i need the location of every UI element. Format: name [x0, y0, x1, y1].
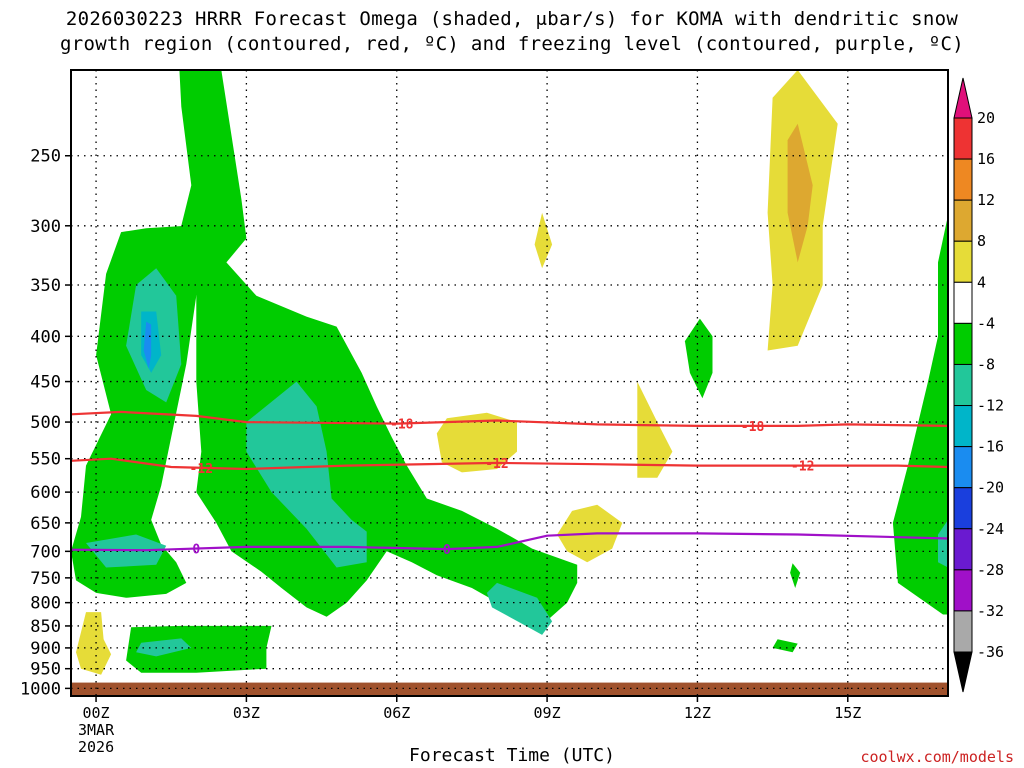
- colorbar-label-12: 12: [977, 191, 995, 209]
- contour-line-minus18: [71, 410, 948, 427]
- ytick-label-300: 300: [30, 217, 61, 237]
- contour-label-minus12: -12: [791, 460, 814, 475]
- colorbar-label-4: 4: [977, 273, 986, 291]
- omega-colorbar: 20 16 12 8 4 -4 -8 -12 -16 -20 -24 -28 -32 -36: [953, 77, 1004, 693]
- colorbar-bin-m4: [953, 281, 973, 324]
- colorbar-bin-12: [953, 158, 973, 201]
- colorbar-label-minus20: -20: [977, 479, 1004, 497]
- omega-area-green-14z-a: [790, 563, 801, 588]
- colorbar-label-minus36: -36: [977, 643, 1004, 661]
- colorbar-label-minus8: -8: [977, 355, 995, 373]
- colorbar-bin-m36: [953, 610, 973, 653]
- contour-line-minus12: [71, 457, 948, 471]
- colorbar-label-minus28: -28: [977, 561, 1004, 579]
- credit-link[interactable]: coolwx.com/models: [860, 748, 1014, 766]
- ytick-label-800: 800: [30, 594, 61, 614]
- ytick-label-700: 700: [30, 542, 61, 562]
- grid-layer: [71, 70, 948, 696]
- xtick-label-03Z: 03Z: [233, 704, 260, 722]
- ytick-label-350: 350: [30, 276, 61, 296]
- ytick-label-450: 450: [30, 373, 61, 393]
- colorbar-label-8: 8: [977, 232, 986, 250]
- ytick-label-650: 650: [30, 514, 61, 534]
- colorbar-bin-m24: [953, 487, 973, 530]
- contour-line-0: [71, 532, 948, 552]
- contour-label-minus18: -18: [741, 420, 765, 435]
- chart-title-line2: growth region (contoured, red, ºC) and f…: [60, 33, 964, 55]
- colorbar-label-20: 20: [977, 109, 995, 127]
- ytick-label-850: 850: [30, 617, 61, 637]
- xtick-year: 2026: [78, 738, 114, 756]
- colorbar-bottom-arrow: [953, 651, 973, 693]
- ytick-label-250: 250: [30, 147, 61, 167]
- colorbar-bin-m12: [953, 363, 973, 407]
- ytick-label-400: 400: [30, 327, 61, 347]
- omega-shading-layer: [71, 70, 948, 675]
- plot-frame: [70, 69, 949, 697]
- xtick-label-15Z: 15Z: [834, 704, 861, 722]
- colorbar-label-16: 16: [977, 150, 995, 168]
- colorbar-top-arrow: [953, 77, 973, 119]
- colorbar-label-minus12: -12: [977, 397, 1004, 415]
- ytick-label-750: 750: [30, 569, 61, 589]
- colorbar-bin-m8: [953, 322, 973, 365]
- ground-surface: [71, 682, 948, 696]
- omega-area-green-tower: [179, 70, 578, 622]
- contour-label-minus18: -18: [390, 417, 414, 432]
- colorbar-bin-16: [953, 117, 973, 160]
- xtick-label-09Z: 09Z: [534, 704, 561, 722]
- omega-area-teal-low: [486, 582, 553, 635]
- omega-area-yellow-bottom-left: [76, 612, 112, 675]
- colorbar-label-minus24: -24: [977, 520, 1004, 538]
- colorbar-bin-4: [953, 240, 973, 283]
- contour-layer: [71, 410, 948, 552]
- omega-area-yellow-500: [436, 412, 517, 473]
- xtick-date: 3MAR: [78, 721, 115, 739]
- contour-label-minus12: -12: [485, 457, 508, 472]
- colorbar-bin-8: [953, 199, 973, 242]
- x-axis-label: Forecast Time (UTC): [409, 745, 615, 766]
- omega-area-yellow-300: [534, 212, 553, 269]
- colorbar-bin-m32: [953, 569, 973, 612]
- colorbar-label-minus32: -32: [977, 602, 1004, 620]
- ytick-label-950: 950: [30, 660, 61, 680]
- omega-area-green-right-edge: [892, 215, 948, 615]
- omega-area-teal-bottom-left: [136, 638, 192, 657]
- ytick-label-500: 500: [30, 413, 61, 433]
- contour-label-layer: -18 -18 -12 -12 -12 0 0: [190, 417, 815, 558]
- omega-area-green-14z-b: [772, 639, 798, 653]
- xtick-label-00Z: 00Z: [83, 704, 110, 722]
- omega-area-green-bottom-left: [126, 625, 272, 673]
- omega-area-blue-left-upper: [143, 321, 152, 369]
- contour-label-0: 0: [192, 543, 200, 558]
- ytick-label-900: 900: [30, 639, 61, 659]
- colorbar-label-minus16: -16: [977, 438, 1004, 456]
- ytick-label-1000: 1000: [20, 679, 61, 699]
- omega-area-orange-14z: [787, 123, 813, 263]
- ytick-label-550: 550: [30, 450, 61, 470]
- ytick-label-600: 600: [30, 483, 61, 503]
- omega-area-green-11z: [684, 318, 713, 399]
- colorbar-label-minus4: -4: [977, 314, 995, 332]
- colorbar-bin-m16: [953, 405, 973, 448]
- omega-area-teal-right-edge: [938, 519, 948, 568]
- contour-label-0: 0: [443, 543, 451, 558]
- xtick-label-12Z: 12Z: [684, 704, 711, 722]
- xtick-label-06Z: 06Z: [383, 704, 410, 722]
- omega-area-teal-mid: [246, 381, 367, 568]
- contour-label-minus12: -12: [190, 462, 213, 477]
- omega-area-yellow-11z: [637, 381, 673, 478]
- colorbar-bin-m20: [953, 446, 973, 489]
- chart-title-line1: 2026030223 HRRR Forecast Omega (shaded, …: [65, 8, 959, 30]
- colorbar-bin-m28: [953, 528, 973, 571]
